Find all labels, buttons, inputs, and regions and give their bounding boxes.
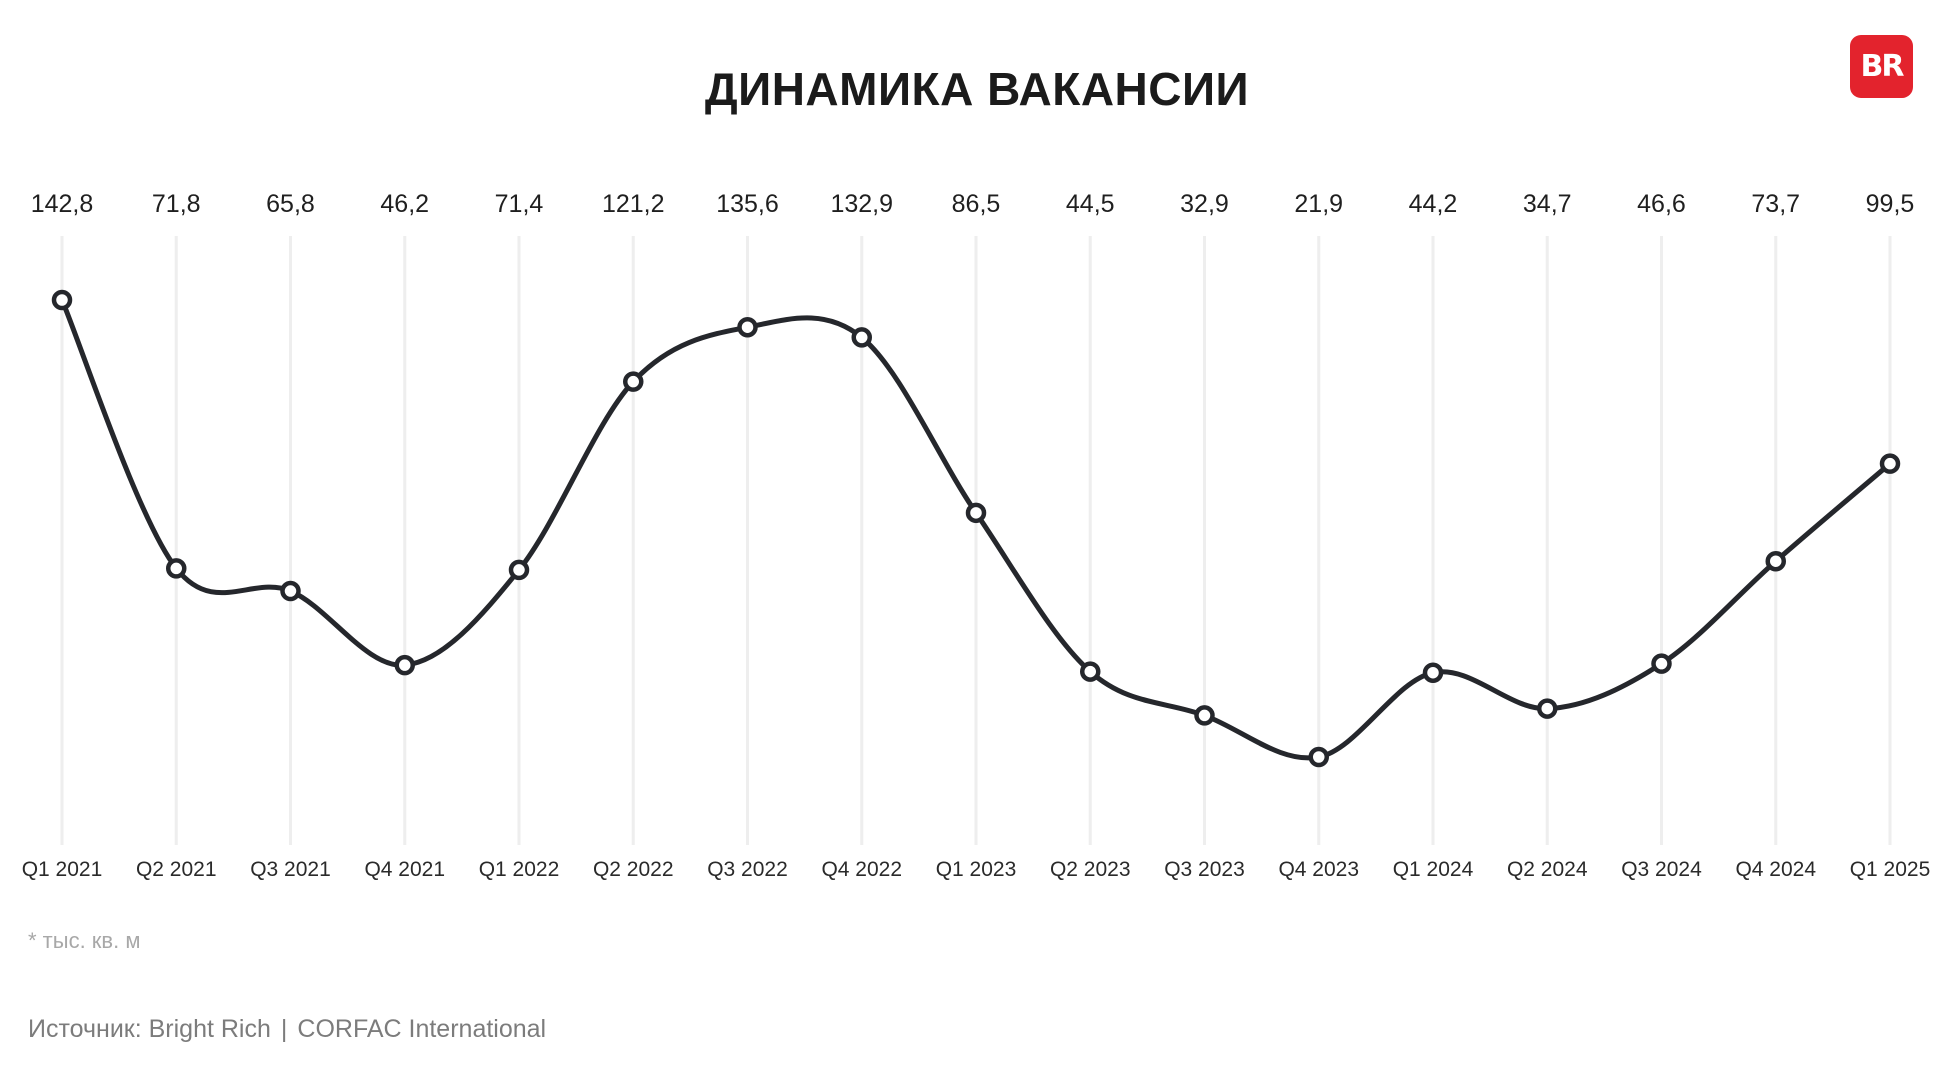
- data-label: 132,9: [830, 190, 893, 218]
- source-separator: |: [280, 1015, 288, 1043]
- x-tick-label: Q4 2022: [821, 858, 902, 881]
- source-label: Источник: Bright Rich: [28, 1015, 271, 1043]
- source-partner: CORFAC International: [297, 1015, 547, 1043]
- x-tick-label: Q3 2021: [250, 858, 331, 881]
- x-tick-label: Q4 2023: [1278, 858, 1359, 881]
- data-point: [1308, 746, 1329, 768]
- data-point: [1765, 550, 1786, 572]
- x-tick-label: Q1 2024: [1393, 858, 1474, 881]
- unit-footnote: * тыс. кв. м: [28, 928, 141, 953]
- data-point: [51, 289, 73, 311]
- x-tick-label: Q1 2021: [22, 858, 103, 881]
- x-tick-label: Q2 2021: [136, 858, 217, 881]
- data-point: [1080, 661, 1101, 682]
- data-label: 44,2: [1409, 190, 1458, 218]
- data-label: 34,7: [1523, 190, 1572, 218]
- data-label: 135,6: [716, 190, 779, 218]
- x-tick-label: Q3 2023: [1164, 858, 1245, 881]
- data-point: [623, 371, 644, 392]
- x-tick-label: Q4 2021: [364, 858, 445, 881]
- data-point: [394, 654, 415, 676]
- data-point: [851, 327, 872, 348]
- data-point: [1194, 705, 1215, 726]
- source-note: Источник: Bright Rich | CORFAC Internation…: [28, 1015, 546, 1044]
- data-point: [965, 502, 987, 524]
- x-tick-label: Q1 2025: [1850, 858, 1931, 881]
- data-label: 71,4: [495, 190, 544, 218]
- data-label: 46,2: [380, 190, 429, 218]
- data-point: [1879, 453, 1901, 474]
- x-tick-label: Q1 2022: [479, 858, 560, 881]
- data-point: [1422, 662, 1444, 683]
- x-tick-label: Q2 2024: [1507, 858, 1588, 881]
- x-tick-label: Q3 2022: [707, 858, 788, 881]
- data-label: 86,5: [952, 190, 1001, 218]
- x-tick-label: Q3 2024: [1621, 858, 1702, 881]
- x-tick-label: Q2 2023: [1050, 858, 1131, 881]
- data-point: [166, 558, 187, 579]
- chart-title: ДИНАМИКА ВАКАНСИИ: [704, 63, 1250, 115]
- data-point: [737, 316, 758, 338]
- data-label: 99,5: [1866, 190, 1915, 218]
- data-point: [508, 559, 530, 581]
- data-label: 65,8: [266, 190, 315, 218]
- data-point: [280, 580, 301, 602]
- data-label: 71,8: [152, 190, 201, 218]
- data-label: 32,9: [1180, 190, 1229, 218]
- series-line: [59, 297, 1893, 761]
- x-tick-label: Q1 2023: [936, 858, 1017, 881]
- data-label: 73,7: [1751, 190, 1800, 218]
- data-label: 44,5: [1066, 190, 1115, 218]
- data-label: 142,8: [31, 190, 94, 218]
- data-label: 46,6: [1637, 190, 1686, 218]
- data-label: 21,9: [1294, 190, 1343, 218]
- data-label: 121,2: [602, 190, 665, 218]
- brand-logo: BR: [1850, 35, 1913, 98]
- x-tick-label: Q4 2024: [1735, 858, 1816, 881]
- x-tick-label: Q2 2022: [593, 858, 674, 881]
- data-point: [1651, 653, 1672, 674]
- data-point: [1537, 698, 1558, 719]
